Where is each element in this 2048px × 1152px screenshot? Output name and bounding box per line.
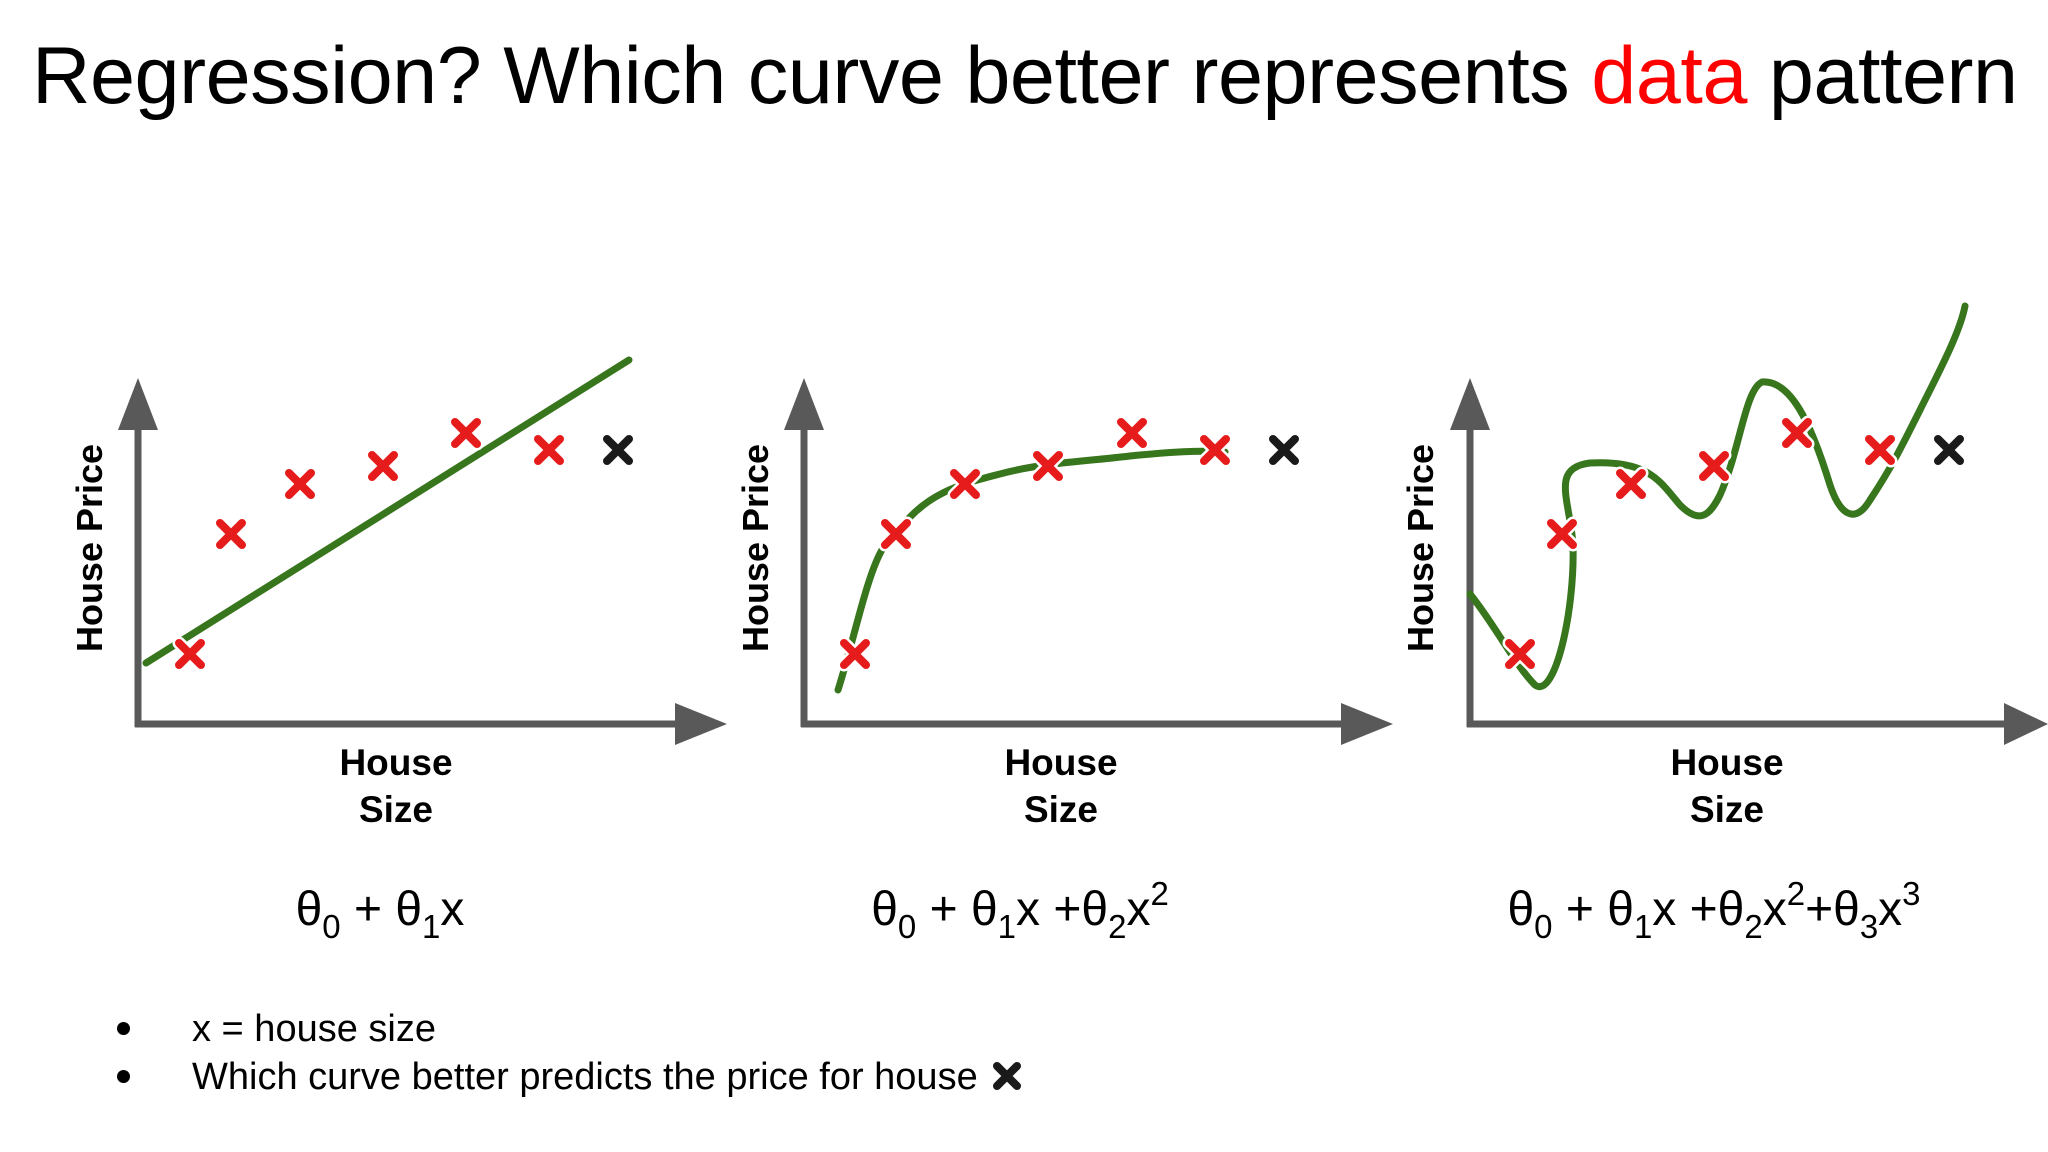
data-point [220,523,242,545]
data-point [844,643,866,665]
data-point [179,643,201,665]
axes [118,378,727,745]
data-point [1121,422,1143,444]
data-point [1551,523,1573,545]
data-point [1620,473,1642,495]
x-axis-label-line2: Size [359,789,433,830]
data-point [1786,422,1808,444]
x-axis-label-line2: Size [1690,789,1764,830]
bullet-item: x = house size [117,1005,1022,1053]
query-point-icon [992,1061,1021,1090]
fit-curve [142,356,633,667]
x-axis-label-line1: House [1670,742,1783,783]
data-point [1869,439,1891,461]
x-axis-label-line2: Size [1024,789,1098,830]
y-axis-label: House Price [69,444,110,652]
panel-cubic: House Price House Size θ0 + θ1x +θ2x2+θ3… [1400,302,2048,945]
query-point [607,439,629,461]
query-point [1273,439,1295,461]
y-axis-label: House Price [1400,444,1441,652]
panel-linear: House Price House Size θ0 + θ1x [69,356,727,945]
data-points [179,422,560,665]
title-prefix: Regression? Which curve better represent… [32,31,1592,121]
model-formula: θ0 + θ1x +θ2x2+θ3x3 [1507,875,1920,945]
query-point [1938,439,1960,461]
data-point [1703,455,1725,477]
axes [784,378,1393,745]
fit-curve [834,447,1229,694]
title-highlight: data [1591,31,1747,121]
data-points [844,422,1226,665]
fit-curve [1466,302,1969,691]
y-axis-label: House Price [735,444,776,652]
model-formula: θ0 + θ1x +θ2x2 [871,875,1169,945]
data-point [289,473,311,495]
model-formula: θ0 + θ1x [296,883,465,945]
data-point [1037,455,1059,477]
data-point [372,455,394,477]
slide-title: Regression? Which curve better represent… [32,31,2018,121]
title-suffix: pattern [1746,31,2018,121]
data-point [455,422,477,444]
data-point [1509,643,1531,665]
data-point [885,523,907,545]
bullet-item: Which curve better predicts the price fo… [117,1053,1022,1101]
panel-quadratic: House Price House Size θ0 + θ1x +θ2x2 [735,378,1393,945]
axes [1450,378,2048,745]
x-axis-label-line1: House [339,742,452,783]
data-point [954,473,976,495]
data-point [1204,439,1226,461]
data-point [538,439,560,461]
x-axis-label-line1: House [1004,742,1117,783]
bullet-list: x = house size Which curve better predic… [117,1005,1022,1101]
